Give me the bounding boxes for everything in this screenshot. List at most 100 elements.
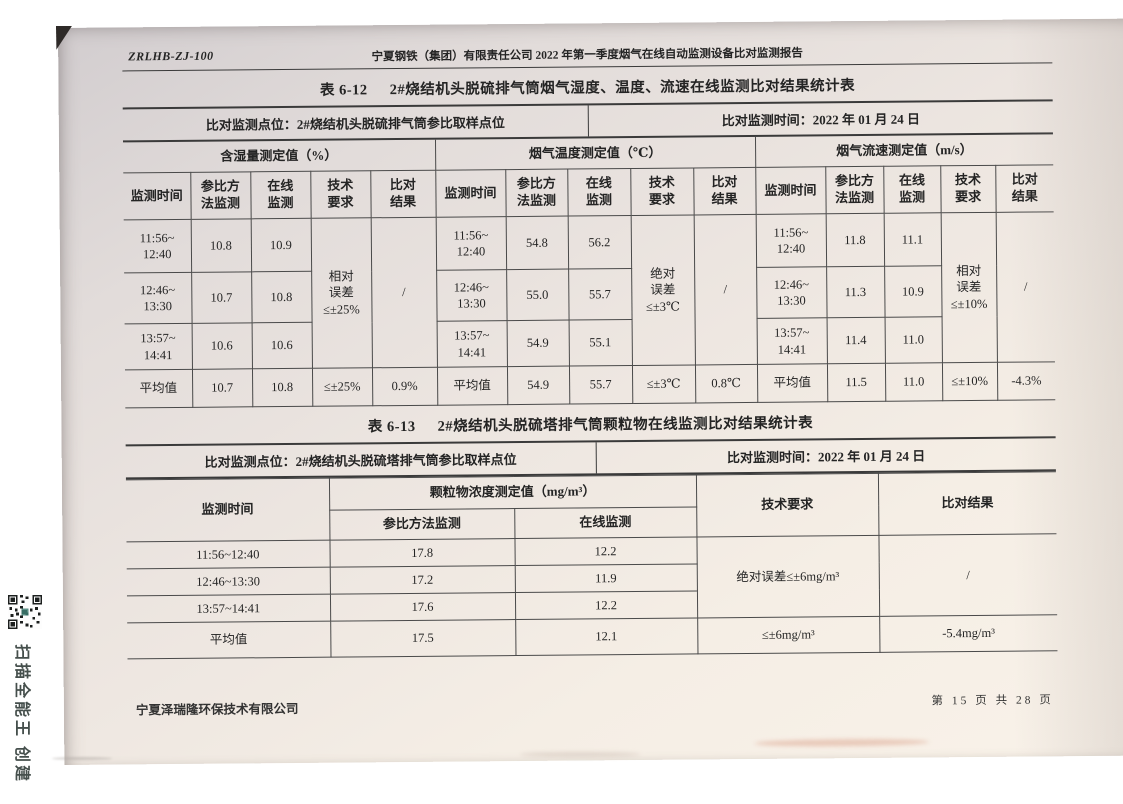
time-cell: 11:56~12:40 [123,219,192,273]
time-cell: 12:46~13:30 [124,272,192,324]
col-header-time: 监测时间 [123,172,191,220]
avg-label: 平均值 [124,369,193,408]
online-value: 10.8 [251,271,312,323]
avg-online-value: 12.1 [515,617,698,656]
col-header-ref: 参比方法监测 [329,508,515,541]
col-header-result: 比对结果 [693,167,756,215]
scanned-page: ZRLHB-ZJ-100 宁夏钢铁（集团）有限责任公司 2022 年第一季度烟气… [56,18,1123,765]
avg-online-value: 55.7 [568,365,633,405]
page-footer: 宁夏泽瑞隆环保技术有限公司 第 15 页 共 28 页 [128,691,1058,718]
time-cell: 13:57~14:41 [126,594,331,623]
online-value: 10.6 [251,322,312,369]
online-value: 11.0 [884,316,943,364]
col-header-time: 监测时间 [755,166,826,215]
col-header-time: 监测时间 [435,169,506,218]
avg-ref-value: 17.5 [330,619,516,658]
group-header-velocity: 烟气流速测定值（m/s） [755,134,1054,168]
avg-label: 平均值 [127,621,331,659]
ref-value: 17.8 [329,538,515,568]
time-cell: 12:46~13:30 [436,269,507,322]
tech-requirement: 相对 误差 ≤±10% [940,212,998,363]
avg-ref-value: 54.9 [506,366,570,405]
col-header-tech: 技术要求 [940,165,996,213]
ref-value: 10.8 [190,218,252,273]
col-header-result: 比对结果 [370,170,436,218]
avg-compare-result: -4.3% [997,361,1056,401]
time-cell: 13:57~14:41 [756,317,828,365]
scanner-watermark: 扫描全能王 创建 [13,644,30,785]
avg-tech-requirement: ≤±10% [942,362,998,401]
online-value: 10.9 [250,218,312,272]
col-header-ref: 参比方法监测 [825,166,884,214]
avg-ref-value: 10.7 [191,368,253,408]
footer-company: 宁夏泽瑞隆环保技术有限公司 [135,701,299,718]
avg-compare-result: 0.9% [371,367,438,406]
avg-label: 平均值 [436,366,508,406]
col-header-tech: 技术要求 [310,170,371,219]
tech-requirement: 绝对 误差 ≤±3℃ [630,214,695,366]
group-header-humidity: 含湿量测定值（%） [123,139,436,173]
monitoring-point: 比对监测点位：2#烧结机头脱硫塔排气筒参比取样点位 [125,442,597,478]
time-cell: 11:56~12:40 [755,213,827,268]
ref-value: 11.3 [826,266,885,318]
compare-result: / [995,211,1056,363]
compare-result: / [370,217,437,368]
online-value: 56.2 [567,215,632,270]
online-value: 10.9 [884,265,942,318]
col-header-ref: 参比方法监测 [505,169,568,217]
online-value: 11.9 [514,563,697,593]
ref-value: 54.9 [506,320,569,367]
table-6-12: 含湿量测定值（%） 烟气温度测定值（℃） 烟气流速测定值（m/s） 监测时间 参… [123,134,1056,409]
ref-value: 10.7 [191,271,252,324]
table-6-13-caption: 表 6-13 2#烧结机头脱硫塔排气筒颗粒物在线监测比对结果统计表 [367,415,814,436]
time-cell: 11:56~12:40 [126,540,330,569]
report-title: 宁夏钢铁（集团）有限责任公司 2022 年第一季度烟气在线自动监测设备比对监测报… [371,47,803,64]
table-6-13: 监测时间 颗粒物浓度测定值（mg/m³） 技术要求 比对结果 参比方法监测 在线… [125,471,1058,660]
scan-smudge [520,752,640,757]
col-header-time: 监测时间 [125,478,330,542]
tech-requirement: 相对 误差 ≤±25% [310,217,372,369]
footer-page-number: 第 15 页 共 28 页 [931,694,1054,708]
avg-online-value: 11.0 [885,362,943,402]
online-value: 12.2 [514,536,697,566]
doc-code: ZRLHB-ZJ-100 [128,48,214,64]
ref-value: 55.0 [506,269,569,321]
table-6-12-caption: 表 6-12 2#烧结机头脱硫排气筒烟气湿度、温度、流速在线监测比对结果统计表 [319,78,856,99]
col-header-online: 在线监测 [514,506,697,539]
ref-value: 17.2 [329,565,515,595]
col-header-result: 比对结果 [877,471,1057,536]
monitoring-time: 比对监测时间：2022 年 01 月 24 日 [726,448,926,466]
avg-label: 平均值 [757,363,828,403]
online-value: 12.2 [514,590,698,620]
time-cell: 13:57~14:41 [436,320,507,368]
time-cell: 11:56~12:40 [435,216,507,271]
avg-ref-value: 11.5 [827,363,886,402]
time-cell: 12:46~13:30 [126,567,330,596]
monitoring-point: 比对监测点位：2#烧结机头脱硫排气筒参比取样点位 [122,105,589,141]
avg-tech-requirement: ≤±25% [311,367,373,407]
avg-tech-requirement: ≤±6mg/m³ [697,616,880,654]
col-header-online: 在线监测 [883,165,941,214]
col-header-online: 在线监测 [250,171,311,219]
avg-online-value: 10.8 [251,368,313,407]
ref-value: 11.8 [825,213,885,267]
col-header-concentration: 颗粒物浓度测定值（mg/m³） [328,474,697,511]
avg-compare-result: -5.4mg/m³ [879,614,1058,653]
tech-requirement: 绝对误差≤±6mg/m³ [696,535,880,618]
online-value: 55.7 [568,268,632,321]
qr-code [8,595,42,629]
col-header-tech: 技术要求 [630,167,694,216]
page-corner-fold [56,26,72,50]
online-value: 55.1 [568,319,632,367]
ref-value: 54.8 [505,216,569,270]
avg-tech-requirement: ≤±3℃ [631,364,696,404]
scan-smudge [754,738,930,747]
online-value: 11.1 [883,212,942,267]
time-cell: 12:46~13:30 [756,266,827,319]
time-cell: 13:57~14:41 [124,323,192,370]
col-header-tech: 技术要求 [695,473,879,537]
group-header-temperature: 烟气温度测定值（℃） [435,136,756,171]
ref-value: 17.6 [329,592,516,622]
monitoring-time: 比对监测时间：2022 年 01 月 24 日 [721,111,921,129]
col-header-result: 比对结果 [995,164,1054,213]
